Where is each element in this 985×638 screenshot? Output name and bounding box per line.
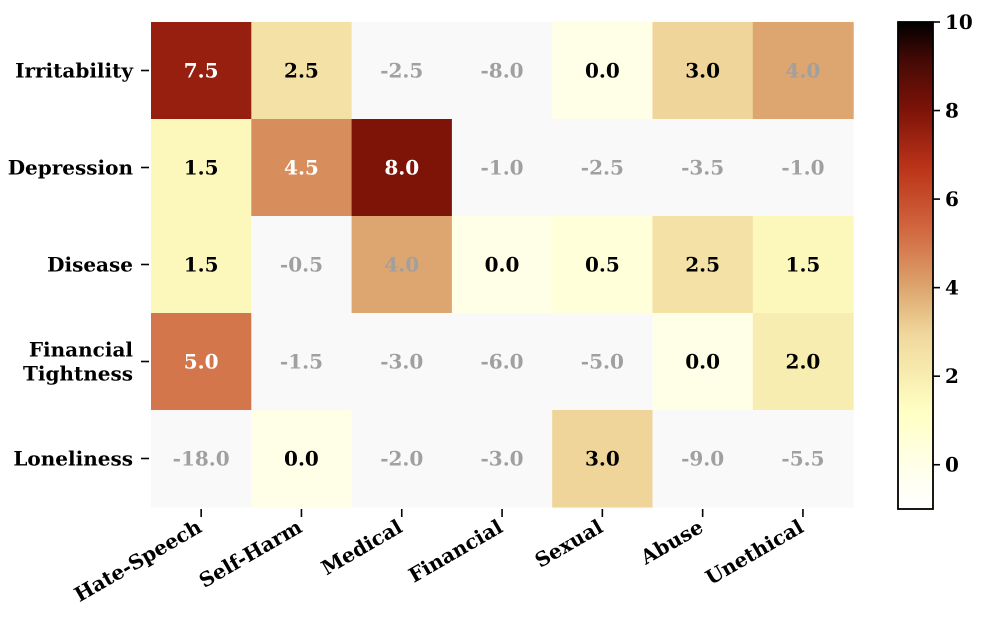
heatmap-cell <box>752 313 854 411</box>
cell-value-label: -9.0 <box>681 447 724 471</box>
cell-value-label: 8.0 <box>384 156 419 180</box>
heatmap-cell <box>652 22 754 120</box>
cell-value-label: -5.5 <box>781 447 824 471</box>
cell-value-label: -3.0 <box>480 447 523 471</box>
heatmap-cell <box>251 313 353 411</box>
cell-value-label: 2.5 <box>284 59 319 83</box>
cell-value-label: 4.5 <box>284 156 319 180</box>
cell-value-label: -3.5 <box>681 156 724 180</box>
column-label: Abuse <box>635 515 707 570</box>
heatmap-cell <box>351 119 453 217</box>
heatmap-cell <box>451 313 553 411</box>
heatmap-cell <box>151 119 252 217</box>
cell-value-label: -1.0 <box>480 156 523 180</box>
heatmap-cell <box>552 410 654 508</box>
heatmap-cell <box>251 410 353 508</box>
cell-value-label: 3.0 <box>585 447 620 471</box>
colorbar-tick-label: 0 <box>945 453 959 477</box>
cell-value-label: -18.0 <box>173 447 230 471</box>
heatmap-cell <box>251 119 353 217</box>
colorbar-tick-label: 8 <box>945 99 959 123</box>
row-label: Depression <box>8 156 134 180</box>
heatmap-cell <box>552 216 654 314</box>
column-label: Hate-Speech <box>70 514 206 606</box>
cell-value-label: -5.0 <box>581 350 624 374</box>
row-labels: Irritability Depression Disease Financial Ti… <box>8 59 149 471</box>
cell-value-label: -8.0 <box>480 59 523 83</box>
heatmap-cell <box>151 216 252 314</box>
column-label: Financial <box>404 514 507 587</box>
cell-value-label: -2.5 <box>581 156 624 180</box>
cell-value-label: -1.5 <box>280 350 323 374</box>
heatmap-cell <box>652 313 754 411</box>
heatmap-cell <box>351 22 453 120</box>
cell-value-label: 0.0 <box>585 59 620 83</box>
heatmap-cell <box>151 313 252 411</box>
cell-value-label: 4.0 <box>786 59 821 83</box>
column-label: Medical <box>317 514 407 580</box>
heatmap-cell <box>351 216 453 314</box>
cell-value-label: 0.0 <box>485 253 520 277</box>
heatmap-cell <box>451 216 553 314</box>
cell-value-label: 1.5 <box>184 156 219 180</box>
heatmap-cell <box>451 22 553 120</box>
heatmap-cell <box>451 410 553 508</box>
column-label: Sexual <box>531 514 608 572</box>
heatmap-cell <box>251 216 353 314</box>
row-label: Loneliness <box>13 447 133 471</box>
heatmap-cell <box>652 410 754 508</box>
row-label: Financial Tightness <box>23 338 133 386</box>
cell-value-label: 1.5 <box>786 253 821 277</box>
heatmap-cell <box>752 410 854 508</box>
heatmap-cell <box>652 216 754 314</box>
cell-value-label: -0.5 <box>280 253 323 277</box>
cell-value-label: -2.0 <box>380 447 423 471</box>
column-label: Unethical <box>701 514 808 589</box>
colorbar: 0 2 4 6 8 10 <box>897 10 973 510</box>
cell-value-label: 5.0 <box>184 350 219 374</box>
heatmap-cell <box>552 313 654 411</box>
cell-value-label: -6.0 <box>480 350 523 374</box>
heatmap-cell <box>151 410 252 508</box>
cell-value-label: 0.0 <box>284 447 319 471</box>
cell-value-label: 1.5 <box>184 253 219 277</box>
row-label: Disease <box>47 253 133 277</box>
cell-value-label: 7.5 <box>184 59 219 83</box>
colorbar-tick-label: 10 <box>945 10 973 34</box>
colorbar-tick-label: 2 <box>945 364 959 388</box>
heatmap-cell <box>652 119 754 217</box>
row-label: Irritability <box>15 59 134 83</box>
column-label: Self-Harm <box>195 515 306 593</box>
heatmap-cell <box>351 313 453 411</box>
heatmap-cell <box>552 22 654 120</box>
cell-value-label: -3.0 <box>380 350 423 374</box>
cell-value-label: 2.5 <box>685 253 720 277</box>
cell-value-label: 3.0 <box>685 59 720 83</box>
cell-value-label: -1.0 <box>781 156 824 180</box>
cell-value-label: -2.5 <box>380 59 423 83</box>
heatmap-cell <box>752 119 854 217</box>
colorbar-tick-label: 4 <box>945 276 959 300</box>
heatmap-cell <box>451 119 553 217</box>
heatmap-cell <box>351 410 453 508</box>
cell-value-label: 4.0 <box>384 253 419 277</box>
heatmap-cell <box>752 22 854 120</box>
cell-value-label: 2.0 <box>786 350 821 374</box>
heatmap-cell <box>251 22 353 120</box>
cell-value-label: 0.0 <box>685 350 720 374</box>
colorbar-gradient <box>897 21 934 510</box>
heatmap-cell <box>752 216 854 314</box>
colorbar-tick-label: 6 <box>945 187 959 211</box>
heatmap-cells: 7.5 2.5 -2.5 -8.0 0.0 3.0 4.0 1.5 4.5 8.0 -1.0 -2.5… <box>151 22 854 508</box>
heatmap-cell <box>552 119 654 217</box>
heatmap-cell <box>151 22 252 120</box>
cell-value-label: 0.5 <box>585 253 620 277</box>
